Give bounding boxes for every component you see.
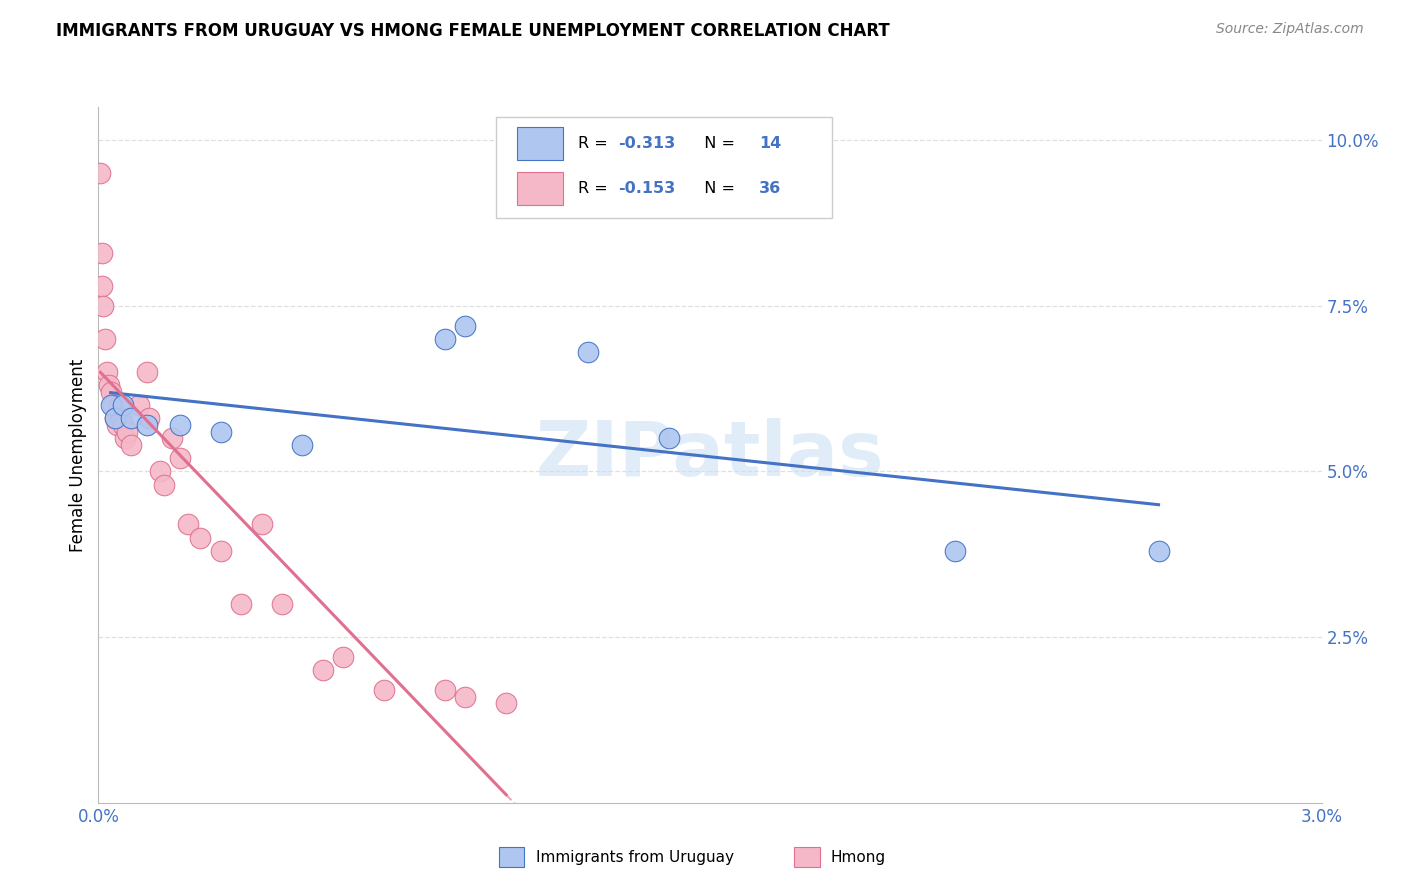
Point — [311, 663, 335, 677]
Point — [250, 517, 273, 532]
Point — [291, 438, 314, 452]
Point — [91, 299, 114, 313]
Text: N =: N = — [695, 136, 740, 152]
FancyBboxPatch shape — [496, 118, 832, 219]
Point — [270, 597, 292, 611]
FancyBboxPatch shape — [517, 127, 564, 161]
Point — [90, 245, 112, 260]
Point — [149, 465, 172, 479]
Text: R =: R = — [578, 136, 613, 152]
Point — [177, 517, 200, 532]
Text: Source: ZipAtlas.com: Source: ZipAtlas.com — [1216, 22, 1364, 37]
Y-axis label: Female Unemployment: Female Unemployment — [69, 359, 87, 551]
Point — [169, 418, 191, 433]
Point — [101, 398, 124, 412]
Text: R =: R = — [578, 181, 613, 196]
Text: -0.313: -0.313 — [619, 136, 675, 152]
Point — [433, 332, 456, 346]
Point — [111, 418, 134, 433]
Point — [454, 690, 477, 704]
Point — [115, 425, 138, 439]
Point — [495, 697, 517, 711]
Point — [209, 425, 232, 439]
Point — [576, 345, 599, 359]
Point — [114, 431, 136, 445]
Point — [138, 411, 160, 425]
Text: ZIPatlas: ZIPatlas — [536, 418, 884, 491]
Point — [136, 365, 159, 379]
Point — [108, 398, 131, 412]
Text: 14: 14 — [759, 136, 782, 152]
Point — [332, 650, 354, 665]
Point — [433, 683, 456, 698]
Text: Hmong: Hmong — [831, 850, 886, 864]
Point — [169, 451, 191, 466]
Text: IMMIGRANTS FROM URUGUAY VS HMONG FEMALE UNEMPLOYMENT CORRELATION CHART: IMMIGRANTS FROM URUGUAY VS HMONG FEMALE … — [56, 22, 890, 40]
FancyBboxPatch shape — [517, 172, 564, 205]
Point — [454, 318, 477, 333]
Point — [209, 544, 232, 558]
Point — [943, 544, 966, 558]
Point — [111, 398, 134, 412]
Point — [100, 384, 122, 399]
Point — [658, 431, 681, 445]
Point — [120, 411, 142, 425]
Point — [110, 411, 132, 425]
Point — [100, 398, 122, 412]
Point — [1147, 544, 1170, 558]
Text: Immigrants from Uruguay: Immigrants from Uruguay — [536, 850, 734, 864]
Point — [128, 398, 150, 412]
Point — [188, 531, 212, 545]
Point — [160, 431, 183, 445]
Point — [93, 332, 115, 346]
Text: -0.153: -0.153 — [619, 181, 675, 196]
Point — [105, 418, 128, 433]
Point — [96, 365, 118, 379]
Point — [120, 438, 142, 452]
Point — [104, 411, 127, 425]
Point — [152, 477, 174, 491]
Point — [104, 411, 127, 425]
Point — [89, 166, 111, 180]
Point — [97, 378, 120, 392]
Point — [373, 683, 395, 698]
Text: 36: 36 — [759, 181, 782, 196]
Point — [91, 279, 114, 293]
Point — [231, 597, 253, 611]
Text: N =: N = — [695, 181, 740, 196]
Point — [136, 418, 159, 433]
